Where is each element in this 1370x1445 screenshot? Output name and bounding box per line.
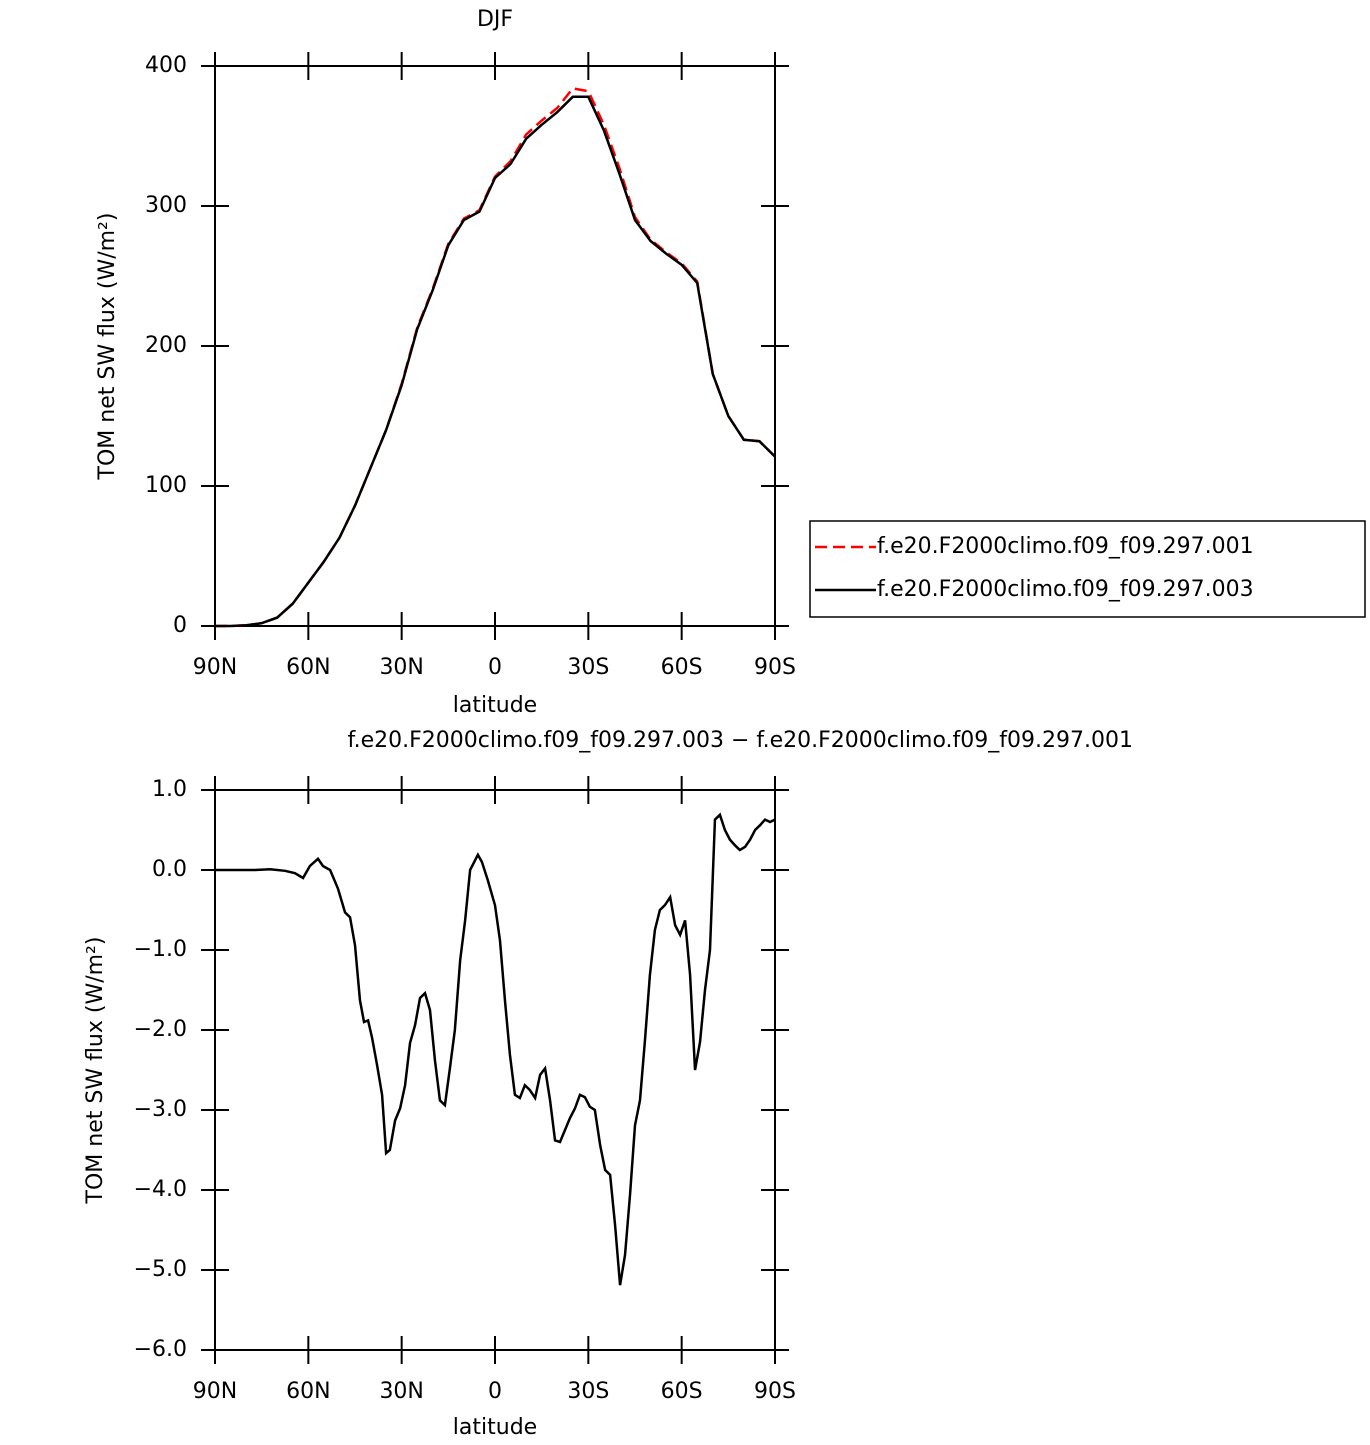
x-tick-label: 0 <box>488 1379 502 1404</box>
y-tick-label: −5.0 <box>134 1257 187 1282</box>
x-tick-label: 90S <box>754 1379 796 1404</box>
legend-label: f.e20.F2000climo.f09_f09.297.003 <box>877 577 1254 602</box>
y-tick-label: −2.0 <box>134 1017 187 1042</box>
data-line <box>215 87 776 628</box>
y-axis-label: TOM net SW flux (W/m²) <box>95 213 120 481</box>
y-tick-label: 0 <box>173 613 187 638</box>
x-tick-label: 30S <box>567 1379 609 1404</box>
y-tick-label: 200 <box>145 333 187 358</box>
chart-title: f.e20.F2000climo.f09_f09.297.003 − f.e20… <box>347 728 1133 753</box>
x-tick-label: 30N <box>379 655 423 680</box>
y-tick-label: 100 <box>145 473 187 498</box>
x-axis-label: latitude <box>453 1415 537 1440</box>
x-tick-label: 30S <box>567 655 609 680</box>
y-tick-label: −3.0 <box>134 1097 187 1122</box>
data-line <box>215 812 776 1286</box>
y-tick-label: 300 <box>145 193 187 218</box>
plot-frame <box>214 65 776 627</box>
x-tick-label: 30N <box>379 1379 423 1404</box>
x-tick-label: 90N <box>193 655 237 680</box>
chart-title: DJF <box>477 7 513 32</box>
x-tick-label: 60N <box>286 655 330 680</box>
x-tick-label: 90S <box>754 655 796 680</box>
y-axis-label: TOM net SW flux (W/m²) <box>83 937 108 1205</box>
x-tick-label: 90N <box>193 1379 237 1404</box>
legend-label: f.e20.F2000climo.f09_f09.297.001 <box>877 534 1254 559</box>
x-tick-label: 60S <box>661 1379 703 1404</box>
x-tick-label: 60S <box>661 655 703 680</box>
y-tick-label: −6.0 <box>134 1337 187 1362</box>
data-line <box>215 95 776 628</box>
x-tick-label: 0 <box>488 655 502 680</box>
y-tick-label: 400 <box>145 53 187 78</box>
y-tick-label: 0.0 <box>152 857 187 882</box>
y-tick-label: 1.0 <box>152 777 187 802</box>
plot-frame <box>214 789 776 1351</box>
x-axis-label: latitude <box>453 693 537 718</box>
legend-box <box>809 520 1366 618</box>
y-tick-label: −1.0 <box>134 937 187 962</box>
x-tick-label: 60N <box>286 1379 330 1404</box>
y-tick-label: −4.0 <box>134 1177 187 1202</box>
